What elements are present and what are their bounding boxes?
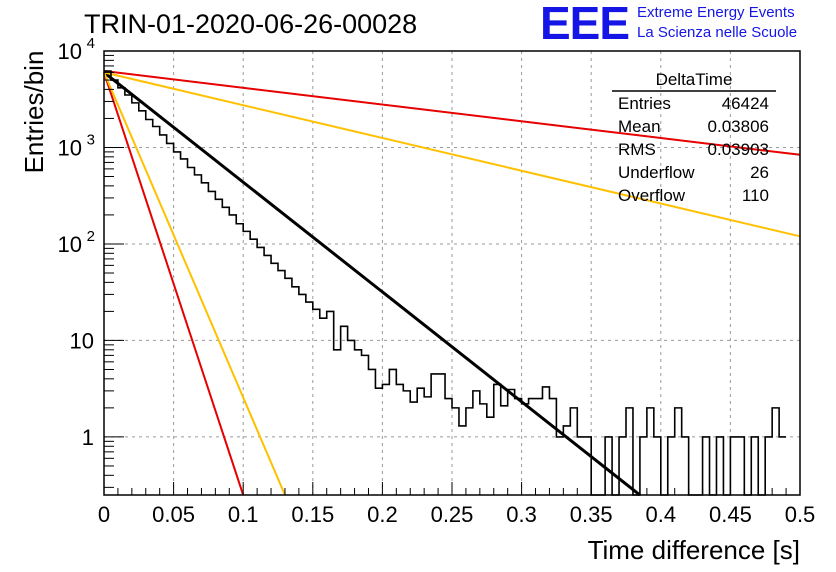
x-tick-label: 0: [98, 502, 110, 527]
stats-label-mean: Mean: [618, 117, 661, 136]
y-tick-exponent: 2: [87, 228, 95, 245]
x-tick-label: 0.1: [228, 502, 259, 527]
y-tick-label: 1: [82, 425, 94, 450]
fit-line-1: [103, 70, 801, 156]
x-tick-label: 0.2: [367, 502, 398, 527]
stats-value-rms: 0.03903: [708, 140, 769, 159]
stats-label-rms: RMS: [618, 140, 656, 159]
y-tick-exponent: 4: [87, 35, 95, 52]
y-tick-label: 10: [70, 328, 94, 353]
x-tick-label: 0.05: [152, 502, 195, 527]
fit-line-3: [103, 72, 245, 496]
y-tick-label: 10: [58, 232, 82, 257]
y-tick-label: 10: [58, 39, 82, 64]
x-tick-label: 0.4: [646, 502, 677, 527]
stats-label-underflow: Underflow: [618, 163, 695, 182]
eee-logo: EEE: [540, 0, 629, 49]
fit-line-4: [103, 72, 286, 496]
stats-value-overflow: 110: [742, 186, 769, 205]
histogram: [104, 70, 787, 496]
fit-line-0: [103, 71, 641, 497]
y-tick-exponent: 3: [87, 131, 95, 148]
x-tick-label: 0.15: [291, 502, 334, 527]
stats-label-entries: Entries: [618, 94, 671, 113]
x-tick-label: 0.25: [431, 502, 474, 527]
x-tick-label: 0.45: [709, 502, 752, 527]
run-title: TRIN-01-2020-06-26-00028: [84, 9, 417, 39]
stats-value-underflow: 26: [750, 163, 769, 182]
x-tick-label: 0.35: [570, 502, 613, 527]
histogram-outline: [104, 70, 787, 496]
y-axis-label: Entries/bin: [19, 51, 49, 174]
axes: 0 0.05 0.1 0.15 0.2 0.25 0.3 0.35 0.4 0.45 0.51101…: [58, 35, 816, 527]
stats-value-mean: 0.03806: [708, 117, 769, 136]
org-name-line1: Extreme Energy Events: [637, 4, 795, 21]
y-tick-label: 10: [58, 135, 82, 160]
plot-frame: [103, 50, 801, 496]
stats-value-entries: 46424: [722, 94, 769, 113]
fit-lines: [103, 70, 801, 497]
x-tick-label: 0.3: [506, 502, 537, 527]
stats-box-title: DeltaTime: [656, 70, 733, 89]
fit-line-2: [103, 71, 801, 238]
org-name-line2: La Scienza nelle Scuole: [637, 24, 797, 41]
stats-label-overflow: Overflow: [618, 186, 686, 205]
x-tick-label: 0.5: [785, 502, 816, 527]
grid: [104, 51, 800, 495]
stats-box: DeltaTime Entries 46424 Mean 0.03806 RMS…: [612, 70, 776, 205]
x-axis-label: Time difference [s]: [588, 535, 800, 565]
